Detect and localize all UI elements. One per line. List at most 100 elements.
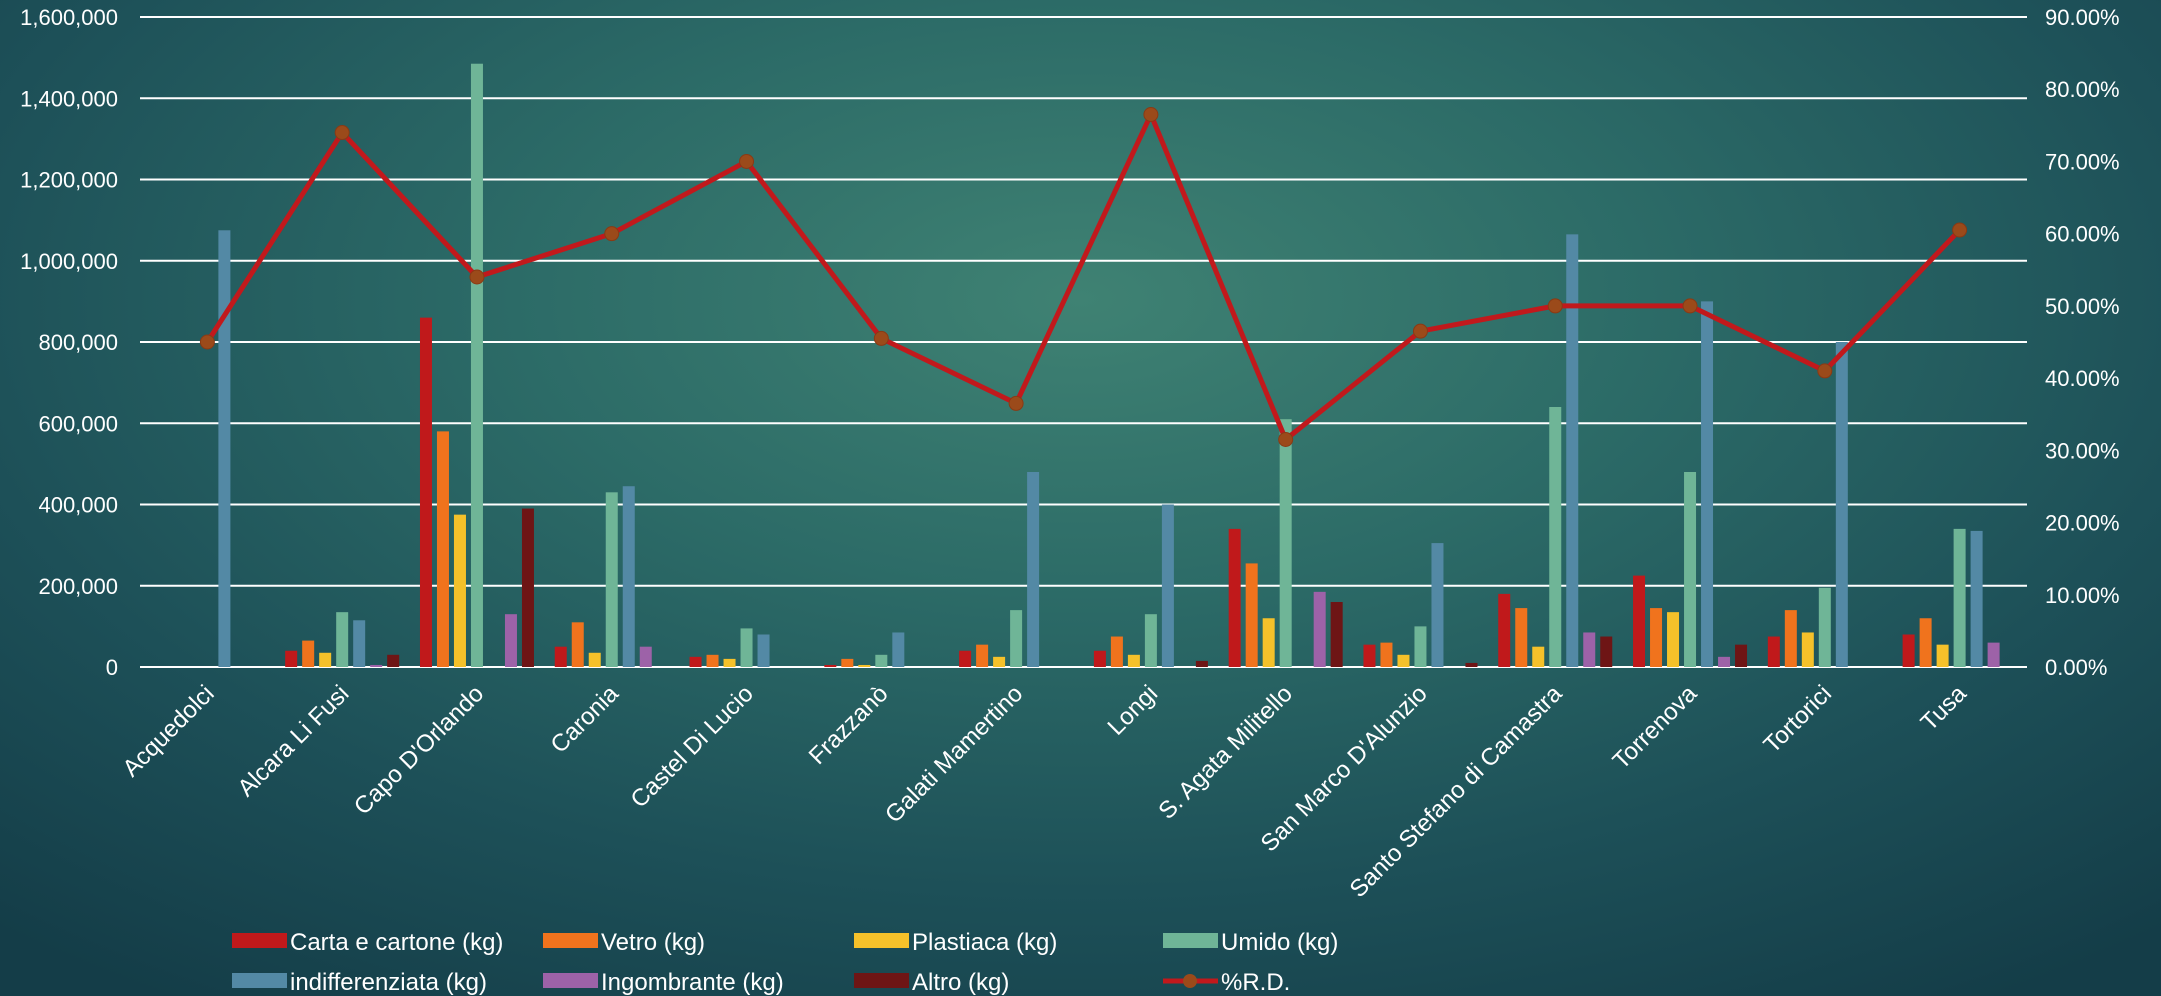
bar [1970, 530, 1983, 667]
bar [1414, 626, 1427, 667]
bar [319, 652, 332, 667]
category-label: Tortorici [1759, 680, 1837, 758]
legend-swatch [232, 973, 287, 988]
rd-point [1547, 298, 1563, 314]
rd-point [469, 269, 485, 285]
bar [1397, 654, 1410, 667]
bar [1684, 472, 1697, 667]
rd-point [1143, 107, 1159, 122]
y-right-tick-label: 40.00% [2045, 366, 2120, 391]
category-label: Santo Stefano di Camastra [1345, 680, 1568, 903]
legend-swatch [232, 933, 287, 948]
y-left-tick-label: 600,000 [38, 411, 118, 436]
y-left-tick-label: 0 [106, 655, 118, 680]
y-left-tick-label: 1,000,000 [20, 249, 118, 274]
rd-point [1817, 363, 1833, 379]
bar [1835, 342, 1848, 667]
rd-point [1682, 298, 1698, 314]
category-label: Acquedolci [118, 680, 220, 782]
bar [1818, 587, 1831, 667]
bar [993, 656, 1006, 667]
bar [622, 486, 635, 667]
bar [218, 230, 231, 667]
bar [1633, 575, 1646, 667]
y-left-tick-label: 1,400,000 [20, 86, 118, 111]
bar [1262, 618, 1275, 667]
bar [1027, 472, 1040, 667]
bar [1161, 504, 1174, 667]
bar [1245, 563, 1258, 667]
y-right-tick-label: 60.00% [2045, 222, 2120, 247]
rd-line-series [199, 107, 1968, 447]
bar [370, 664, 383, 667]
legend: Carta e cartone (kg) Vetro (kg) Plastiaca … [232, 929, 1338, 996]
legend-label: %R.D. [1221, 969, 1290, 996]
y-left-tick-label: 400,000 [38, 493, 118, 518]
category-label: Frazzanò [804, 680, 894, 770]
legend-label: Ingombrante (kg) [601, 969, 784, 996]
bar [639, 646, 652, 667]
bar [1718, 656, 1731, 667]
y-right-tick-label: 10.00% [2045, 583, 2120, 608]
y-axis-left: 0 200,000 400,000 600,000 800,000 1,000,000 1,… [20, 5, 118, 680]
y-right-tick-label: 80.00% [2045, 77, 2120, 102]
legend-label: Vetro (kg) [601, 929, 705, 956]
bar [1919, 618, 1932, 667]
category-label: S. Agata Militello [1153, 680, 1298, 825]
bar [1363, 644, 1376, 667]
bar [436, 431, 449, 667]
bar [1767, 636, 1780, 667]
rd-point [1278, 432, 1294, 447]
y-axis-right: 0.00% 10.00% 20.00% 30.00% 40.00% 50.00% 60.00… [2045, 5, 2120, 680]
rd-point [334, 125, 350, 141]
bar [521, 508, 534, 667]
bar [1228, 528, 1241, 667]
bar [740, 628, 753, 667]
category-label: Galati Mamertino [880, 680, 1028, 828]
bar [1330, 602, 1343, 667]
rd-point [873, 330, 889, 346]
bar [605, 492, 618, 667]
category-label: Longi [1103, 680, 1164, 741]
legend-marker [1183, 974, 1197, 988]
bar [453, 514, 466, 667]
bar [1735, 644, 1748, 667]
bar [336, 612, 349, 667]
bar [387, 654, 400, 667]
bar [571, 622, 584, 667]
y-left-tick-label: 1,200,000 [20, 168, 118, 193]
bar [1566, 234, 1579, 667]
bar [504, 614, 517, 667]
bar [689, 656, 702, 667]
legend-label: Umido (kg) [1221, 929, 1338, 956]
category-label: Tusa [1916, 680, 1973, 737]
legend-swatch [854, 973, 909, 988]
legend-swatch [543, 933, 598, 948]
rd-point [604, 226, 620, 242]
bar [841, 658, 854, 667]
rd-point [739, 153, 755, 169]
bar [1515, 608, 1528, 667]
y-right-tick-label: 30.00% [2045, 438, 2120, 463]
bar [285, 650, 298, 667]
bar [1600, 636, 1613, 667]
bar [892, 632, 905, 667]
bar [824, 664, 837, 667]
bar [1127, 654, 1140, 667]
bar [470, 63, 483, 667]
legend-label: Carta e cartone (kg) [290, 929, 503, 956]
rd-point [1952, 222, 1968, 238]
category-label: Alcara Li Fusi [233, 680, 355, 802]
category-label: Torrenova [1608, 680, 1703, 775]
bar [588, 652, 601, 667]
bar [1195, 660, 1208, 667]
bar [1784, 610, 1797, 667]
bar [723, 658, 736, 667]
bar [419, 317, 432, 667]
bar [1279, 419, 1292, 667]
legend-label: indifferenziata (kg) [290, 969, 487, 996]
bar [1010, 610, 1023, 667]
rd-point [1008, 395, 1024, 411]
